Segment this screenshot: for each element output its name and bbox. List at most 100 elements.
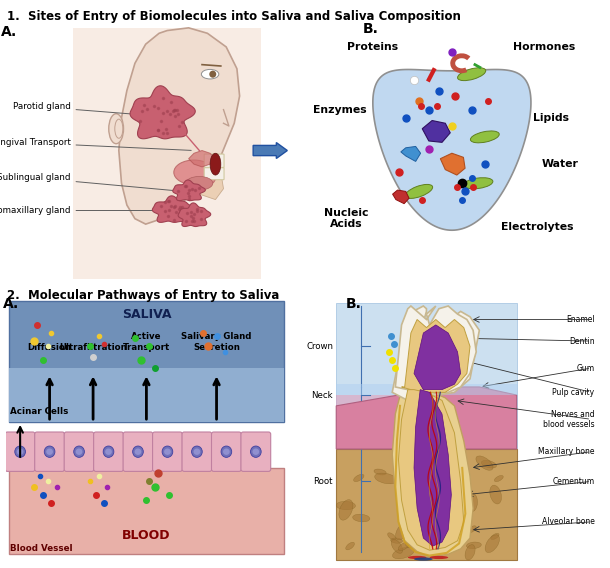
Text: Acinar Cells: Acinar Cells <box>10 407 69 416</box>
Ellipse shape <box>433 472 456 483</box>
Ellipse shape <box>374 469 386 475</box>
Ellipse shape <box>481 460 497 468</box>
Circle shape <box>135 449 142 455</box>
Ellipse shape <box>429 556 448 559</box>
Text: SALIVA: SALIVA <box>121 308 171 320</box>
FancyBboxPatch shape <box>64 432 94 471</box>
Ellipse shape <box>467 494 478 512</box>
Text: Dentin: Dentin <box>569 337 594 345</box>
Ellipse shape <box>398 542 409 550</box>
Text: Hormones: Hormones <box>513 42 575 52</box>
Text: B.: B. <box>363 22 379 36</box>
Polygon shape <box>422 120 450 143</box>
Polygon shape <box>336 387 517 449</box>
Circle shape <box>46 449 53 455</box>
Ellipse shape <box>375 473 397 484</box>
Polygon shape <box>401 147 421 161</box>
Ellipse shape <box>74 446 84 457</box>
Ellipse shape <box>405 518 415 534</box>
Text: Maxillary bone: Maxillary bone <box>538 447 594 456</box>
Polygon shape <box>398 390 464 550</box>
Ellipse shape <box>464 178 493 189</box>
Text: A.: A. <box>1 25 17 39</box>
FancyBboxPatch shape <box>182 432 212 471</box>
Text: Cementum: Cementum <box>552 477 594 486</box>
Ellipse shape <box>426 476 435 482</box>
Ellipse shape <box>476 456 493 470</box>
Ellipse shape <box>391 540 403 553</box>
Ellipse shape <box>485 534 500 553</box>
Polygon shape <box>414 390 451 546</box>
Ellipse shape <box>346 542 354 550</box>
Polygon shape <box>393 190 409 204</box>
FancyBboxPatch shape <box>152 432 182 471</box>
Circle shape <box>164 449 171 455</box>
Ellipse shape <box>395 523 409 540</box>
FancyBboxPatch shape <box>5 432 35 471</box>
Ellipse shape <box>251 446 261 457</box>
Text: Water: Water <box>542 159 579 169</box>
Text: Crown: Crown <box>306 342 333 351</box>
Circle shape <box>16 449 24 455</box>
Polygon shape <box>188 151 215 167</box>
Ellipse shape <box>445 483 467 492</box>
FancyBboxPatch shape <box>336 303 517 559</box>
FancyBboxPatch shape <box>212 432 241 471</box>
Polygon shape <box>392 306 479 400</box>
Polygon shape <box>392 390 473 557</box>
FancyBboxPatch shape <box>204 154 224 168</box>
Ellipse shape <box>174 160 214 185</box>
Circle shape <box>105 449 112 455</box>
Text: Lipids: Lipids <box>533 113 569 123</box>
Text: Gum: Gum <box>576 364 594 373</box>
Polygon shape <box>119 28 240 224</box>
Ellipse shape <box>467 542 481 549</box>
Text: Proteins: Proteins <box>347 42 398 52</box>
Ellipse shape <box>221 446 232 457</box>
Text: BLOOD: BLOOD <box>122 529 171 542</box>
Ellipse shape <box>490 485 501 504</box>
Text: Submaxillary gland: Submaxillary gland <box>0 206 170 215</box>
Ellipse shape <box>387 533 396 540</box>
Polygon shape <box>395 306 476 395</box>
Polygon shape <box>414 325 461 390</box>
Text: Root: Root <box>314 477 333 486</box>
Text: Nerves and
blood vessels: Nerves and blood vessels <box>543 410 594 429</box>
Polygon shape <box>152 196 194 223</box>
Ellipse shape <box>339 500 353 520</box>
Ellipse shape <box>436 503 454 512</box>
Ellipse shape <box>390 538 403 543</box>
Text: Alveolar bone: Alveolar bone <box>542 517 594 527</box>
FancyBboxPatch shape <box>9 368 284 422</box>
Circle shape <box>223 449 230 455</box>
Text: Pulp cavity: Pulp cavity <box>552 388 594 397</box>
Ellipse shape <box>186 177 213 190</box>
FancyBboxPatch shape <box>9 468 284 554</box>
FancyBboxPatch shape <box>94 432 123 471</box>
Ellipse shape <box>336 502 356 509</box>
Ellipse shape <box>392 548 414 559</box>
Ellipse shape <box>15 446 26 457</box>
FancyBboxPatch shape <box>73 28 261 279</box>
Circle shape <box>76 449 82 455</box>
Ellipse shape <box>353 514 370 522</box>
Ellipse shape <box>411 482 420 494</box>
Ellipse shape <box>434 524 444 534</box>
Ellipse shape <box>494 475 503 482</box>
Text: 2.  Molecular Pathways of Entry to Saliva: 2. Molecular Pathways of Entry to Saliva <box>7 289 280 302</box>
Polygon shape <box>440 153 465 175</box>
Ellipse shape <box>162 446 173 457</box>
Text: Enzymes: Enzymes <box>313 105 367 115</box>
Text: Ultrafiltration: Ultrafiltration <box>59 343 127 352</box>
Text: Parotid gland: Parotid gland <box>13 102 143 115</box>
Text: Salivary Gland
Secretion: Salivary Gland Secretion <box>181 332 252 352</box>
Text: Enamel: Enamel <box>566 315 594 324</box>
Ellipse shape <box>103 446 114 457</box>
FancyBboxPatch shape <box>35 432 65 471</box>
Text: Blood Vessel: Blood Vessel <box>10 544 73 553</box>
Ellipse shape <box>407 556 426 559</box>
Text: Sublingual gland: Sublingual gland <box>0 173 181 191</box>
Ellipse shape <box>470 131 499 143</box>
Circle shape <box>193 449 200 455</box>
Ellipse shape <box>405 185 432 198</box>
